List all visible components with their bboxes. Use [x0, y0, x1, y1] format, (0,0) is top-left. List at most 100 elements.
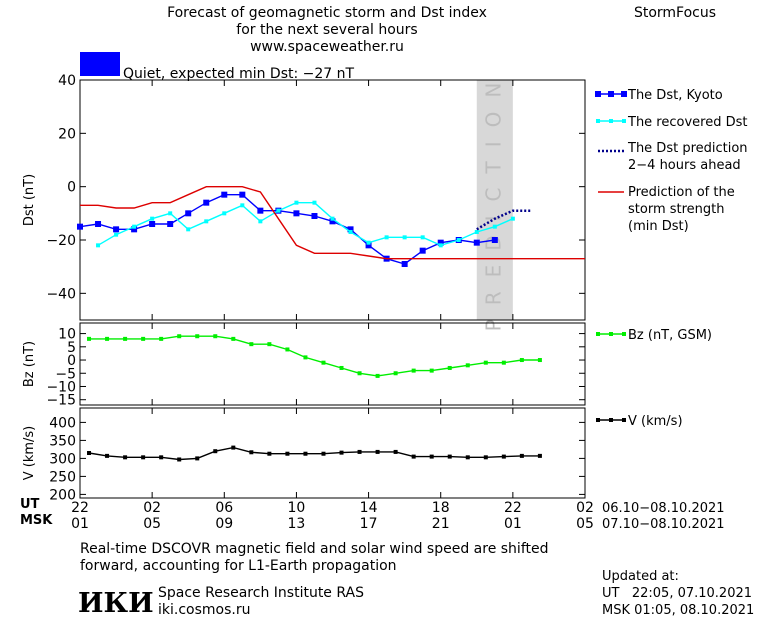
data-point-v — [465, 455, 470, 460]
y-tick-label: 400 — [49, 415, 76, 431]
data-point-recovered — [456, 238, 461, 242]
legend-label-prediction: 2−4 hours ahead — [628, 158, 741, 173]
y-tick-label: −15 — [46, 393, 76, 409]
data-point-recovered — [276, 208, 281, 213]
data-point-recovered — [186, 227, 191, 232]
y-tick-label: 0 — [67, 180, 76, 196]
x-tick-label-ut: 14 — [360, 500, 378, 516]
x-tick-label-msk: 17 — [360, 516, 378, 532]
data-point-recovered — [492, 224, 497, 229]
data-point-v — [267, 451, 272, 456]
data-point-recovered — [114, 232, 119, 237]
data-point-v — [375, 449, 380, 454]
updated-ut: UT 22:05, 07.10.2021 — [602, 586, 752, 601]
x-tick-label-ut: 06 — [215, 500, 233, 516]
footer-note-line-1: Real-time DSCOVR magnetic field and sola… — [80, 541, 549, 557]
data-point-bz — [285, 347, 290, 352]
data-point-bz — [159, 336, 164, 341]
institute-name: Space Research Institute RAS — [158, 585, 364, 601]
data-point-dst — [293, 210, 300, 217]
y-tick-label: −20 — [46, 233, 76, 249]
data-point-dst — [167, 221, 174, 227]
data-point-bz — [339, 365, 344, 370]
legend-marker-bz — [609, 332, 613, 336]
data-point-v — [537, 453, 542, 458]
series-line-bz — [89, 335, 540, 377]
x-tick-label-msk: 01 — [504, 516, 522, 532]
data-point-bz — [447, 365, 452, 370]
data-point-v — [447, 454, 452, 459]
data-point-dst — [77, 223, 83, 230]
data-point-bz — [375, 373, 380, 378]
data-point-dst — [491, 237, 498, 243]
legend-label-prediction: The Dst prediction — [627, 141, 748, 156]
x-tick-label-ut: 10 — [288, 500, 306, 516]
data-point-v — [123, 455, 128, 460]
y-tick-label: 350 — [49, 433, 76, 449]
data-point-bz — [267, 342, 272, 347]
data-point-dst — [437, 239, 444, 246]
data-point-recovered — [420, 235, 425, 240]
x-tick-label-ut: 22 — [504, 500, 522, 516]
status-text: Quiet, expected min Dst: −27 nT — [123, 66, 355, 82]
data-point-recovered — [474, 230, 479, 234]
data-point-dst — [473, 239, 480, 246]
data-point-recovered — [312, 200, 317, 205]
data-point-v — [429, 454, 434, 459]
x-axis-ut-label: UT — [20, 497, 40, 512]
data-point-dst — [365, 242, 372, 249]
legend-label-storm: storm strength — [628, 202, 725, 217]
x-axis-msk-label: MSK — [20, 513, 53, 528]
data-point-bz — [519, 358, 524, 363]
legend-label-storm: (min Dst) — [628, 219, 689, 234]
data-point-bz — [87, 336, 92, 341]
x-tick-label-msk: 21 — [432, 516, 450, 532]
data-point-bz — [321, 360, 326, 365]
y-tick-label: 5 — [67, 340, 76, 356]
legend-marker-dst — [621, 91, 627, 97]
x-tick-label-msk: 05 — [143, 516, 161, 532]
data-point-dst — [131, 226, 138, 233]
data-point-v — [321, 451, 326, 456]
data-point-v — [303, 451, 308, 456]
data-point-dst — [419, 247, 426, 254]
data-point-recovered — [222, 211, 227, 216]
data-point-v — [285, 451, 290, 456]
series-line-recovered — [97, 201, 514, 247]
legend-marker-recovered — [609, 119, 613, 123]
data-point-recovered — [402, 235, 407, 240]
prediction-band-label: PREDICTION — [481, 69, 505, 332]
data-point-dst — [221, 191, 228, 198]
data-point-v — [87, 451, 92, 455]
data-point-bz — [141, 336, 146, 341]
legend-marker-v — [622, 418, 626, 422]
data-point-v — [213, 449, 218, 454]
data-point-dst — [347, 226, 354, 233]
x-tick-label-ut: 18 — [432, 500, 450, 516]
y-tick-label: 0 — [67, 353, 76, 369]
institute-site: iki.cosmos.ru — [158, 602, 250, 618]
data-point-v — [483, 455, 488, 460]
iki-logo: ИКИ — [78, 588, 154, 619]
data-point-dst — [113, 226, 120, 233]
updated-msk: MSK 01:05, 08.10.2021 — [602, 603, 754, 618]
x-range-msk: 07.10−08.10.2021 — [602, 517, 725, 532]
data-point-bz — [393, 371, 398, 376]
legend-label-recovered: The recovered Dst — [627, 115, 747, 130]
legend-marker-dst — [595, 91, 601, 97]
data-point-v — [231, 445, 236, 450]
x-tick-label-ut: 22 — [71, 500, 89, 516]
y-tick-label: −5 — [55, 366, 76, 382]
plot-frame — [79, 407, 586, 499]
x-tick-label-ut: 02 — [143, 500, 161, 516]
prediction-band — [476, 80, 513, 320]
y-tick-label: −40 — [46, 286, 76, 302]
y-tick-label: 200 — [49, 487, 76, 503]
data-point-recovered — [438, 243, 443, 248]
legend-label-dst: The Dst, Kyoto — [627, 88, 723, 103]
data-point-recovered — [510, 216, 515, 221]
data-point-dst — [329, 218, 336, 225]
data-point-bz — [213, 334, 218, 339]
data-point-bz — [303, 355, 308, 360]
y-tick-label: 20 — [58, 126, 76, 142]
